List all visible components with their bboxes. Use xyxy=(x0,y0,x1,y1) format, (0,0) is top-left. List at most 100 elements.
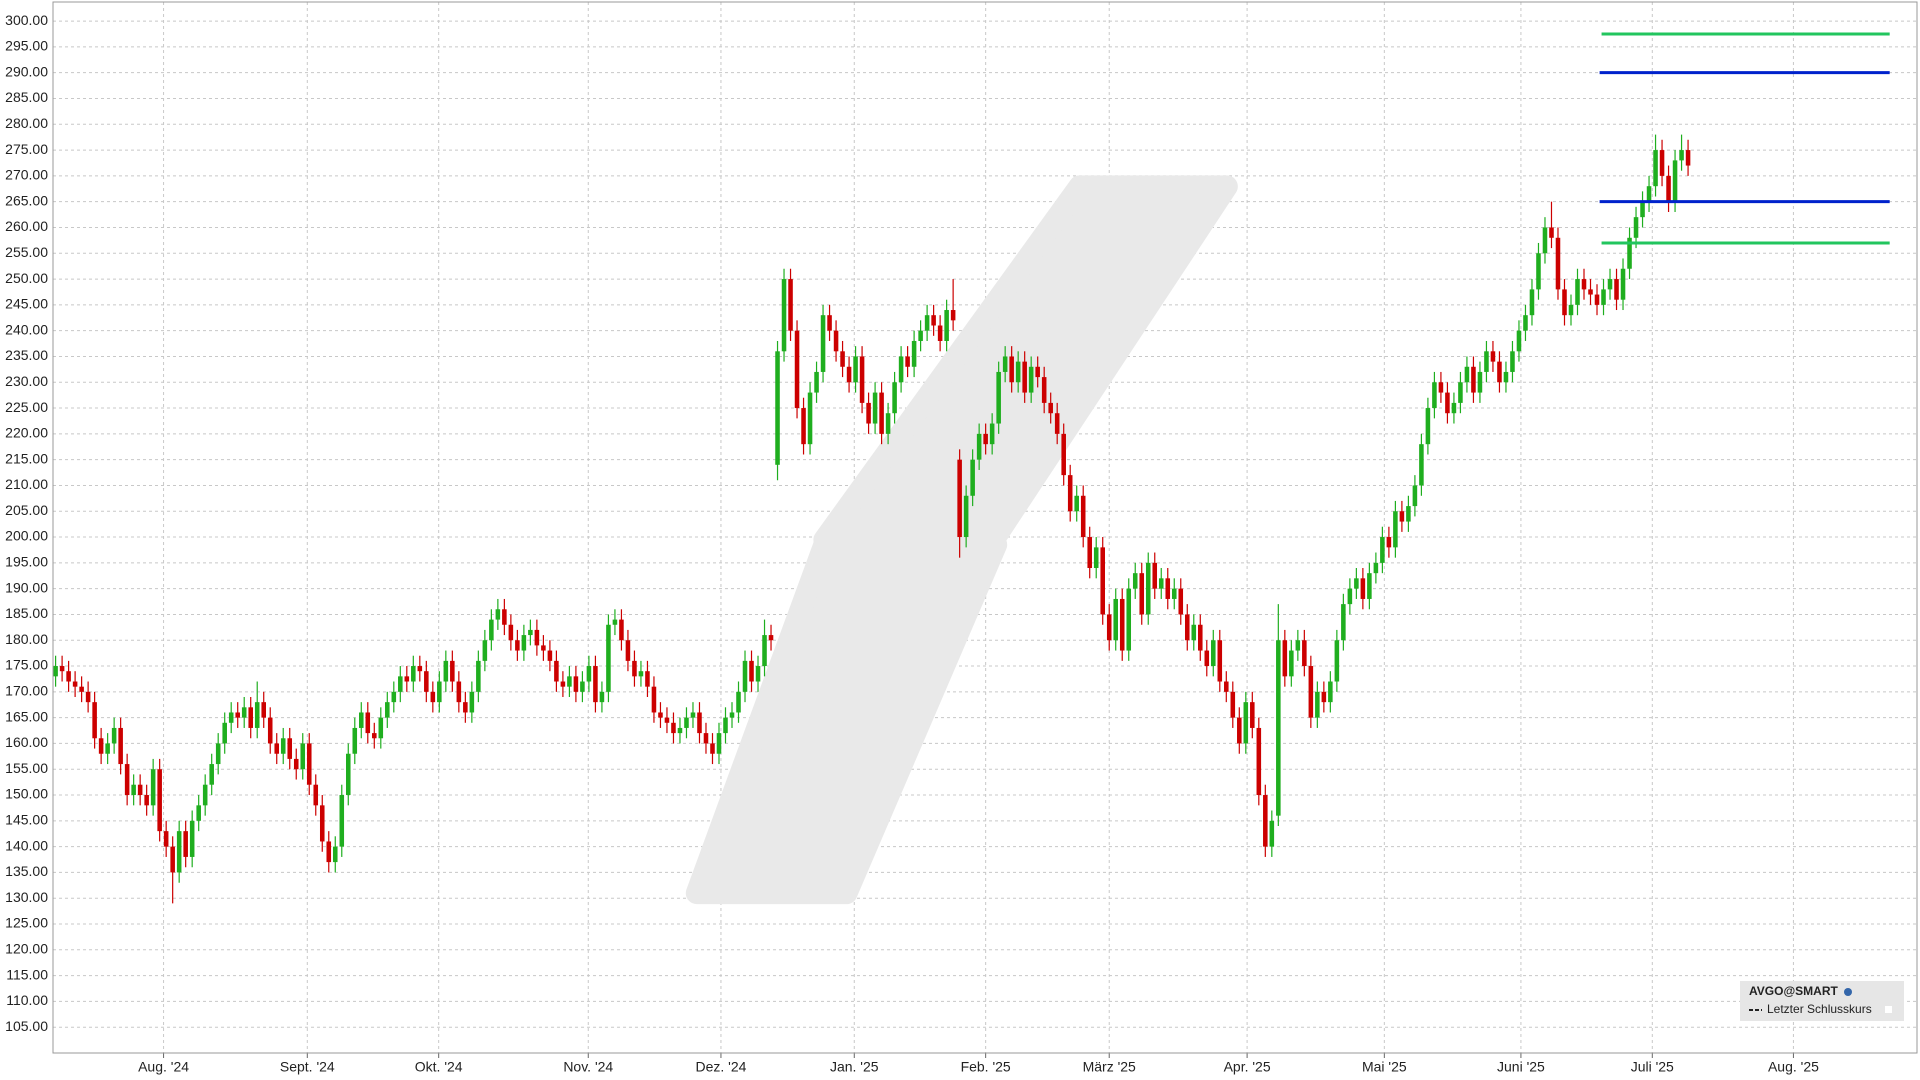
candle-body xyxy=(515,640,520,651)
candle-body xyxy=(502,609,507,625)
candle-body xyxy=(1601,289,1606,305)
y-tick-label: 220.00 xyxy=(5,425,48,441)
candle-body xyxy=(1022,361,1027,393)
y-tick-label: 135.00 xyxy=(5,863,48,879)
candle-body xyxy=(196,805,201,821)
candle-body xyxy=(1490,351,1496,362)
candle-body xyxy=(495,609,501,620)
candle-body xyxy=(1295,640,1301,651)
candle-body xyxy=(411,666,416,682)
candle-body xyxy=(963,495,969,538)
candle-body xyxy=(332,846,338,863)
y-tick-label: 110.00 xyxy=(6,992,48,1008)
y-tick-label: 210.00 xyxy=(5,476,48,492)
candle-body xyxy=(1640,201,1645,218)
candle-body xyxy=(124,764,130,796)
candle-body xyxy=(814,371,819,393)
legend-icon xyxy=(1844,988,1852,996)
candle-body xyxy=(645,671,650,687)
candle-body xyxy=(391,691,397,703)
candle-body xyxy=(287,738,293,759)
candle-body xyxy=(1562,289,1567,316)
candle-body xyxy=(215,743,221,765)
candle-body xyxy=(1581,279,1587,290)
candle-body xyxy=(853,356,858,383)
candle-body xyxy=(1412,485,1418,507)
candle-body xyxy=(1139,573,1145,615)
candle-body xyxy=(189,820,195,857)
x-tick-label: Mai '25 xyxy=(1362,1059,1407,1075)
y-tick-label: 235.00 xyxy=(5,347,48,363)
candle-body xyxy=(794,330,800,409)
candle-body xyxy=(560,681,566,687)
candle-body xyxy=(1178,588,1184,615)
candle-body xyxy=(1399,511,1405,522)
candle-body xyxy=(293,758,299,770)
x-tick-label: Sept. '24 xyxy=(280,1059,335,1075)
candle-body xyxy=(267,717,273,744)
candle-body xyxy=(534,629,540,646)
candle-body xyxy=(59,666,65,672)
candle-body xyxy=(521,635,527,651)
legend-marker xyxy=(1885,1006,1892,1013)
candle-body xyxy=(1497,361,1502,383)
candle-body xyxy=(1184,614,1190,641)
y-tick-label: 280.00 xyxy=(5,115,48,131)
candle-body xyxy=(911,340,917,367)
candle-body xyxy=(1367,573,1372,599)
candle-body xyxy=(241,707,247,718)
candle-body xyxy=(118,727,123,765)
candle-body xyxy=(1106,614,1112,641)
candle-body xyxy=(599,691,605,703)
candle-body xyxy=(1672,160,1678,202)
candle-body xyxy=(313,784,319,806)
axes: 105.00 110.00 115.00 120.00 125.00 130.00 135.… xyxy=(5,1,1918,1075)
candle-body xyxy=(1607,279,1613,290)
candle-body xyxy=(1679,150,1684,161)
candle-body xyxy=(85,691,91,703)
candle-body xyxy=(1061,433,1066,476)
candle-body xyxy=(944,310,949,341)
candle-body xyxy=(554,660,559,682)
candle-body xyxy=(1048,402,1053,414)
candle-body xyxy=(1080,495,1086,538)
candle-body xyxy=(755,666,761,682)
candle-body xyxy=(150,769,156,806)
candle-body xyxy=(1445,392,1450,414)
candle-body xyxy=(437,681,442,703)
candle-body xyxy=(1113,598,1119,641)
candle-body xyxy=(339,795,345,847)
y-tick-label: 120.00 xyxy=(5,941,48,957)
candle-body xyxy=(983,433,988,445)
candle-body xyxy=(671,722,676,734)
y-tick-label: 175.00 xyxy=(5,657,48,673)
candle-body xyxy=(866,402,871,424)
candle-body xyxy=(170,846,175,873)
y-tick-label: 155.00 xyxy=(5,760,48,776)
candle-body xyxy=(1653,150,1658,187)
candle-body xyxy=(1217,640,1223,682)
candle-body xyxy=(1568,304,1574,316)
candle-body xyxy=(827,315,832,331)
candle-body xyxy=(1542,227,1548,254)
candle-body xyxy=(66,671,71,682)
candle-body xyxy=(541,645,546,651)
candle-body xyxy=(1549,227,1554,238)
candle-body xyxy=(1588,289,1593,295)
candle-body xyxy=(1425,408,1431,445)
candle-body xyxy=(1516,330,1522,352)
candle-body xyxy=(1230,691,1236,718)
candle-body xyxy=(202,784,208,806)
candle-body xyxy=(1191,624,1197,641)
candle-body xyxy=(1074,495,1079,512)
candle-body xyxy=(1132,573,1138,589)
candle-body xyxy=(326,841,332,863)
candle-body xyxy=(879,392,884,434)
candle-body xyxy=(1334,640,1340,682)
candle-body xyxy=(482,640,488,661)
candle-body xyxy=(905,356,910,367)
y-tick-label: 255.00 xyxy=(5,244,48,260)
candle-body xyxy=(632,660,637,677)
candle-body xyxy=(716,733,722,754)
y-tick-label: 225.00 xyxy=(5,399,48,415)
